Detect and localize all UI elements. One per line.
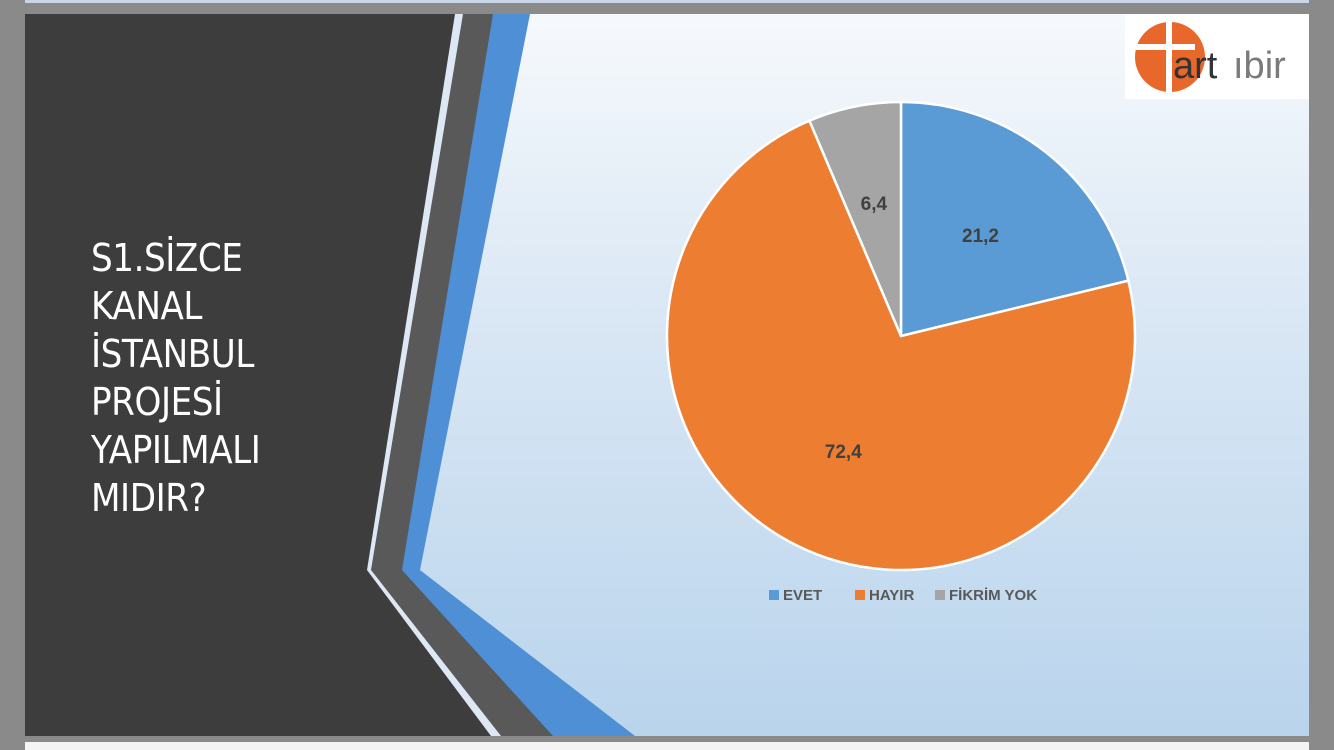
slide-decor [25, 14, 635, 736]
logo-text-main: art [1173, 45, 1218, 87]
data-label-evet: 21,2 [962, 226, 999, 247]
pie-chart: 21,2 72,4 6,4 EVET HAYIR FİKRİM YOK [665, 100, 1137, 604]
logo-text-sub: ıbir [1233, 45, 1286, 87]
legend-swatch-evet [769, 590, 779, 600]
slide-title: S1.SİZCE KANAL İSTANBUL PROJESİ YAPILMAL… [91, 236, 261, 520]
window-bottom-strip [25, 742, 1309, 750]
data-label-hayir: 72,4 [825, 442, 862, 463]
decor-dark-panel [25, 14, 491, 736]
artibir-logo: art ıbir [1125, 14, 1309, 99]
logo-cross-vertical [1166, 18, 1172, 96]
data-label-fikrim-yok: 6,4 [861, 194, 888, 215]
pie-slice-evet [899, 100, 1130, 338]
legend-label-hayir: HAYIR [869, 587, 914, 604]
pie-slice-fikrim-yok [807, 100, 903, 337]
legend-swatch-hayir [855, 590, 865, 600]
window-top-strip [25, 0, 1309, 3]
slide: S1.SİZCE KANAL İSTANBUL PROJESİ YAPILMAL… [25, 14, 1309, 736]
legend-label-fikrim-yok: FİKRİM YOK [949, 587, 1037, 604]
logo-cross-horizontal [1135, 44, 1195, 50]
legend-swatch-fikrim-yok [935, 590, 945, 600]
logo-mark: art ıbir [1135, 18, 1286, 96]
legend-label-evet: EVET [783, 587, 822, 604]
pie-slice-hayir [665, 119, 1137, 572]
